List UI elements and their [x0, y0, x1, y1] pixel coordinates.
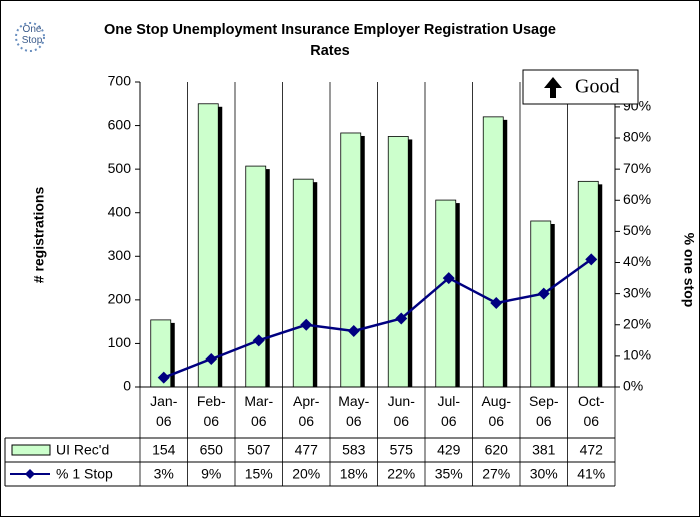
line-marker [205, 352, 218, 365]
annotation: Good [575, 76, 619, 98]
annotation-arrow [544, 77, 562, 98]
table-value: 9% [201, 466, 221, 482]
table-value: 620 [485, 442, 509, 458]
table-value: 41% [577, 466, 605, 482]
x-tick-label: Feb-06 [196, 393, 226, 429]
table-value: 27% [482, 466, 510, 482]
line-marker [395, 312, 408, 325]
chart-title: One Stop Unemployment Insurance Employer… [103, 22, 556, 59]
x-label-box: May-06 [338, 393, 370, 429]
y-tick-label: 0 [123, 378, 131, 394]
y2-axis-label: % one stop [681, 233, 697, 308]
line-marker [347, 324, 360, 337]
annotation-box [522, 69, 639, 105]
legend-label: % 1 Stop [56, 466, 113, 482]
y2-tick-label: 70% [623, 160, 651, 176]
x-label-box: Sep-06 [528, 393, 559, 429]
x-label-box: Apr-06 [293, 393, 320, 429]
table-value: 30% [530, 466, 558, 482]
legend-label: UI Rec'd [56, 442, 109, 458]
y2-tick-label: 20% [623, 315, 651, 331]
x-tick-label: Jun-06 [387, 393, 415, 429]
line-marker [252, 334, 265, 347]
y2-tick-label: 0% [623, 378, 643, 394]
y2-tick-label: 30% [623, 284, 651, 300]
legend-marker [25, 469, 35, 479]
table-value: 583 [342, 442, 366, 458]
line [163, 258, 592, 379]
line-marker [490, 296, 503, 309]
bar [245, 165, 267, 388]
logo-text: One Stop [21, 24, 43, 46]
table-value: 3% [154, 466, 174, 482]
line-marker [300, 318, 313, 331]
bar [340, 132, 362, 388]
y-axis-label: # registrations [31, 187, 47, 284]
table-value: 477 [295, 442, 319, 458]
y-tick-label: 500 [108, 160, 132, 176]
y-tick-label: 200 [108, 291, 132, 307]
bar [577, 180, 599, 388]
x-tick-label: Jul-06 [437, 393, 461, 429]
table-value: 18% [340, 466, 368, 482]
x-tick-label: May-06 [338, 393, 370, 429]
line-marker [157, 371, 170, 384]
x-label-box: Feb-06 [196, 393, 226, 429]
x-tick-label: Apr-06 [293, 393, 320, 429]
y2-tick-label: 40% [623, 253, 651, 269]
bar [482, 116, 504, 388]
x-label-box: Oct-06 [578, 393, 605, 429]
table-value: 154 [152, 442, 176, 458]
bar [435, 199, 457, 388]
x-label-box: Mar-06 [244, 393, 274, 429]
legend-swatch [11, 444, 51, 456]
bar [292, 178, 314, 388]
y2-tick-label: 60% [623, 191, 651, 207]
x-tick-label: Aug-06 [481, 393, 512, 429]
x-label-box: Jun-06 [387, 393, 415, 429]
table-value: 35% [435, 466, 463, 482]
x-label-box: Jan-06 [150, 393, 178, 429]
x-label-box: Jul-06 [437, 393, 461, 429]
table-value: 650 [200, 442, 224, 458]
table-value: 15% [245, 466, 273, 482]
table-value: 20% [292, 466, 320, 482]
x-label-box: Aug-06 [481, 393, 512, 429]
y2-tick-label: 80% [623, 129, 651, 145]
line-marker [585, 253, 598, 266]
y2-tick-label: 10% [623, 347, 651, 363]
y2-tick-label: 50% [623, 222, 651, 238]
table-value: 22% [387, 466, 415, 482]
y-tick-label: 400 [108, 203, 132, 219]
y-tick-label: 300 [108, 247, 132, 263]
line-marker [442, 272, 455, 285]
x-tick-label: Mar-06 [244, 393, 274, 429]
line-marker [537, 287, 550, 300]
table-value: 381 [532, 442, 556, 458]
y-tick-label: 600 [108, 116, 132, 132]
bar [530, 220, 552, 388]
x-tick-label: Oct-06 [578, 393, 605, 429]
x-tick-label: Jan-06 [150, 393, 178, 429]
y-tick-label: 700 [108, 73, 132, 89]
bar [197, 103, 219, 388]
logo: One Stop [15, 22, 45, 52]
table-value: 472 [580, 442, 604, 458]
y-tick-label: 100 [108, 334, 132, 350]
table-value: 575 [390, 442, 414, 458]
table-value: 429 [437, 442, 461, 458]
bar [387, 136, 409, 388]
x-tick-label: Sep-06 [528, 393, 559, 429]
table-value: 507 [247, 442, 271, 458]
